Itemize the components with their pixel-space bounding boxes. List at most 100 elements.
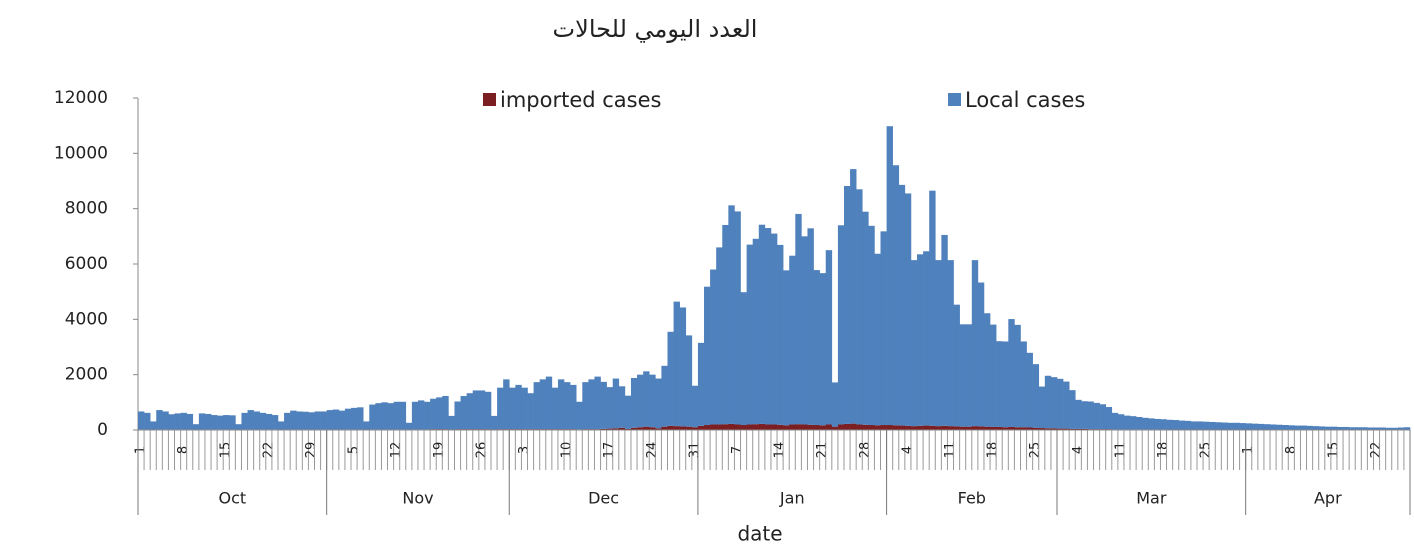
x-tick-label: 25 [1199, 442, 1214, 459]
bar-segment [1154, 418, 1161, 430]
bar-segment [600, 428, 607, 430]
bar-segment [746, 424, 753, 430]
bar-segment [813, 425, 820, 430]
y-tick-label: 12000 [54, 88, 108, 108]
bar-segment [600, 381, 607, 429]
bar-segment [880, 231, 887, 426]
x-tick-label: 11 [1113, 442, 1128, 459]
bar-segment [971, 426, 979, 430]
bar-segment [990, 324, 997, 427]
bar-segment [661, 426, 668, 430]
bar-segment [783, 425, 790, 430]
bar-segment [1032, 364, 1040, 428]
bar-segment [1312, 426, 1320, 430]
bar-segment [1081, 401, 1088, 429]
bar-segment [704, 425, 711, 430]
bar-segment [1349, 427, 1356, 430]
bar-segment [874, 425, 881, 430]
bar-segment [740, 425, 747, 430]
bar-segment [1172, 420, 1180, 430]
bar-segment [1050, 377, 1058, 429]
bar-segment [795, 424, 802, 430]
bar-segment [643, 371, 650, 427]
bar-segment [716, 424, 723, 430]
bar-segment [983, 426, 991, 430]
bar-segment [1063, 428, 1070, 430]
x-tick-label: 4 [1071, 446, 1086, 454]
bar-segment [734, 211, 741, 425]
bar-segment [1123, 415, 1131, 430]
bar-segment [436, 397, 443, 430]
bar-segment [777, 244, 784, 425]
bar-segment [375, 403, 382, 430]
bar-segment [1190, 421, 1198, 430]
bar-segment [1330, 426, 1338, 430]
x-tick-label: 18 [1156, 442, 1171, 459]
bar-segment [1130, 416, 1137, 430]
bar-segment [241, 412, 248, 430]
bar-segment [478, 390, 486, 430]
bar-segment [874, 253, 881, 426]
bar-segment [606, 428, 614, 430]
x-tick-label: 1 [1241, 446, 1256, 454]
group-label: Nov [402, 489, 433, 508]
x-tick-label: 28 [858, 442, 873, 459]
bar-segment [1221, 422, 1228, 430]
bar-segment [484, 391, 492, 430]
bar-segment [959, 324, 967, 427]
bar-segment [1263, 424, 1271, 430]
x-tick-label: 15 [219, 442, 234, 459]
bar-segment [868, 425, 875, 430]
bar-segment [819, 425, 827, 430]
bar-segment [1276, 424, 1283, 430]
bar-segment [1160, 419, 1167, 430]
bar-segment [1245, 423, 1253, 430]
bar-segment [1032, 427, 1040, 430]
bar-segment [1361, 427, 1368, 430]
bar-segment [630, 377, 638, 428]
bar-segment [685, 335, 693, 427]
bar-segment [965, 426, 973, 430]
bar-segment [862, 211, 869, 425]
group-label: Jan [779, 489, 805, 508]
x-tick-label: 22 [1369, 442, 1384, 459]
bar-segment [1044, 375, 1052, 429]
x-tick-label: 29 [304, 442, 319, 459]
bar-segment [1038, 386, 1046, 429]
bar-segment [582, 382, 589, 430]
bar-segment [338, 410, 346, 430]
bar-segment [1057, 428, 1064, 430]
bar-segment [247, 410, 254, 430]
bar-segment [1014, 427, 1021, 430]
bar-segment [825, 424, 833, 430]
bar-segment [1026, 427, 1033, 430]
group-label: Feb [958, 489, 986, 508]
bar-segment [1373, 427, 1380, 430]
x-tick-label: 1 [134, 446, 149, 454]
bar-segment [1008, 426, 1015, 430]
bar-segment [667, 425, 674, 430]
bar-segment [825, 250, 833, 425]
bar-segment [831, 426, 839, 430]
bar-segment [649, 374, 656, 428]
bar-segment [813, 270, 820, 426]
bar-segment [807, 228, 814, 425]
bar-segment [655, 378, 662, 429]
bar-segment [277, 421, 285, 430]
bar-segment [1075, 399, 1082, 429]
bar-segment [618, 386, 626, 428]
bar-segment [746, 244, 753, 425]
bar-segment [284, 412, 291, 430]
bar-segment [1355, 427, 1362, 430]
legend-label: imported cases [500, 88, 661, 112]
bar-segment [704, 286, 711, 426]
bar-segment [442, 395, 449, 430]
bar-segment [229, 415, 236, 430]
bar-segment [557, 379, 565, 430]
x-tick-label: 18 [986, 442, 1001, 459]
bar-segment [1318, 426, 1326, 430]
bar-segment [923, 425, 930, 430]
bar-segment [290, 410, 297, 430]
bar-segment [977, 426, 985, 430]
bar-segment [1166, 419, 1173, 430]
